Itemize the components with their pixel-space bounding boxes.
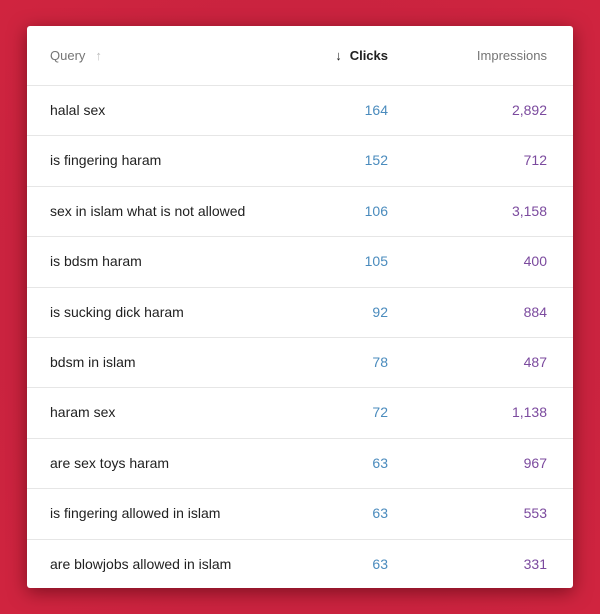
impressions-header-label: Impressions	[476, 48, 547, 63]
table-body: halal sex 164 2,892 is fingering haram 152 71…	[27, 86, 573, 589]
query-cell: is sucking dick haram	[50, 303, 184, 320]
arrow-down-icon: ↓	[335, 48, 342, 63]
query-column-header[interactable]: Query ↑	[50, 48, 102, 63]
clicks-cell: 78	[372, 353, 388, 370]
impressions-cell: 884	[523, 303, 547, 320]
impressions-cell: 331	[523, 555, 547, 572]
query-cell: are blowjobs allowed in islam	[50, 555, 232, 572]
impressions-cell: 2,892	[511, 102, 547, 118]
table-row[interactable]: is bdsm haram 105 400	[27, 237, 573, 288]
query-cell: haram sex	[50, 404, 116, 421]
clicks-cell: 105	[364, 253, 388, 270]
clicks-cell: 92	[372, 303, 388, 320]
table-row[interactable]: is sucking dick haram 92 884	[27, 288, 573, 338]
impressions-cell: 712	[523, 152, 547, 169]
impressions-cell: 553	[523, 505, 547, 522]
clicks-cell: 106	[364, 202, 388, 219]
table-row[interactable]: are sex toys haram 63 967	[27, 439, 573, 490]
query-cell: are sex toys haram	[50, 454, 170, 471]
query-cell: is fingering haram	[50, 152, 162, 169]
arrow-up-icon: ↑	[95, 48, 102, 63]
impressions-cell: 400	[523, 253, 547, 270]
impressions-cell: 967	[523, 454, 547, 471]
table-row[interactable]: is fingering haram 152 712	[27, 136, 573, 187]
table-row[interactable]: haram sex 72 1,138	[27, 388, 573, 439]
clicks-cell: 164	[364, 102, 388, 118]
query-cell: is bdsm haram	[50, 253, 142, 270]
query-cell: halal sex	[50, 102, 106, 118]
table-header: Query ↑ ↓ Clicks Impressions	[27, 26, 573, 86]
query-cell: bdsm in islam	[50, 353, 136, 370]
query-cell: sex in islam what is not allowed	[50, 202, 246, 219]
clicks-cell: 63	[372, 454, 388, 471]
table-row[interactable]: sex in islam what is not allowed 106 3,158	[27, 187, 573, 238]
clicks-cell: 152	[364, 152, 388, 169]
impressions-cell: 1,138	[511, 404, 547, 421]
table-row[interactable]: is fingering allowed in islam 63 553	[27, 489, 573, 540]
clicks-cell: 63	[372, 555, 388, 572]
clicks-header-label: Clicks	[349, 48, 388, 63]
clicks-cell: 63	[372, 505, 388, 522]
clicks-cell: 72	[372, 404, 388, 421]
query-header-label: Query	[50, 48, 86, 63]
table-row[interactable]: bdsm in islam 78 487	[27, 338, 573, 389]
query-cell: is fingering allowed in islam	[50, 505, 221, 522]
table-row[interactable]: are blowjobs allowed in islam 63 331	[27, 540, 573, 589]
impressions-cell: 487	[523, 353, 547, 370]
impressions-cell: 3,158	[511, 202, 547, 219]
clicks-column-header[interactable]: ↓ Clicks	[335, 48, 388, 63]
impressions-column-header[interactable]: Impressions	[477, 48, 547, 63]
query-table: Query ↑ ↓ Clicks Impressions halal sex 164 2…	[27, 26, 573, 588]
table-row[interactable]: halal sex 164 2,892	[27, 86, 573, 137]
